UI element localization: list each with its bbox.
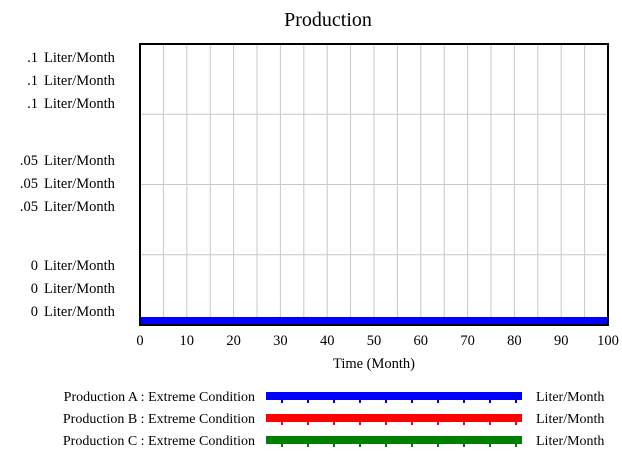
x-tick-label: 20 xyxy=(226,333,241,349)
y-tick-unit: Liter/Month xyxy=(44,73,116,89)
y-tick-unit: Liter/Month xyxy=(44,258,116,274)
y-tick-unit: Liter/Month xyxy=(44,281,116,297)
x-tick-label: 70 xyxy=(460,333,475,349)
legend: Production A : Extreme Condition Liter/Mo… xyxy=(63,390,605,449)
y-tick-label: .1 xyxy=(27,96,38,112)
y-tick-label: .1 xyxy=(27,73,38,89)
legend-series-unit: Liter/Month xyxy=(536,390,604,405)
plot-frame xyxy=(139,43,609,326)
legend-series-unit: Liter/Month xyxy=(536,412,604,427)
series-layer xyxy=(140,317,608,325)
x-tick-label: 60 xyxy=(414,333,429,349)
legend-series-name: Production C : Extreme Condition xyxy=(63,434,255,449)
y-tick-unit: Liter/Month xyxy=(44,176,116,192)
y-tick-unit: Liter/Month xyxy=(44,199,116,215)
y-tick-unit: Liter/Month xyxy=(44,96,116,112)
y-tick-label: 0 xyxy=(31,281,38,297)
y-tick-label: .05 xyxy=(20,153,38,169)
y-tick-label: 0 xyxy=(31,304,38,320)
x-tick-label: 100 xyxy=(597,333,619,349)
legend-series-name: Production A : Extreme Condition xyxy=(64,390,255,405)
x-tick-label: 80 xyxy=(507,333,522,349)
legend-series-unit: Liter/Month xyxy=(536,434,604,449)
y-tick-label: .1 xyxy=(27,50,38,66)
y-tick-label: .05 xyxy=(20,176,38,192)
x-axis-ticks: 0 10 20 30 40 50 60 70 80 90 100 xyxy=(136,333,619,349)
y-tick-unit: Liter/Month xyxy=(44,50,116,66)
x-tick-label: 0 xyxy=(136,333,143,349)
y-tick-label: .05 xyxy=(20,199,38,215)
legend-series-name: Production B : Extreme Condition xyxy=(63,412,255,427)
x-tick-label: 30 xyxy=(273,333,288,349)
x-tick-label: 50 xyxy=(367,333,382,349)
chart-title: Production xyxy=(284,9,372,31)
x-tick-label: 10 xyxy=(180,333,195,349)
y-tick-label: 0 xyxy=(31,258,38,274)
y-tick-unit: Liter/Month xyxy=(44,153,116,169)
y-tick-unit: Liter/Month xyxy=(44,304,116,320)
x-axis-label: Time (Month) xyxy=(333,356,415,372)
x-tick-label: 90 xyxy=(554,333,569,349)
x-tick-label: 40 xyxy=(320,333,335,349)
y-axis-ticks: .1 Liter/Month .1 Liter/Month .1 Liter/Month.… xyxy=(20,50,116,320)
grid-lines xyxy=(139,44,609,325)
